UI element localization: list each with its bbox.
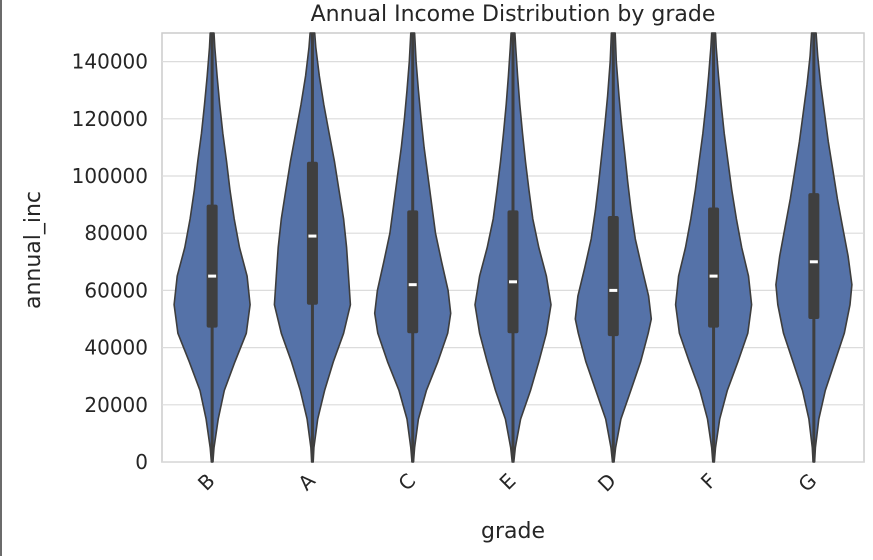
x-tick-label-G: G [793,469,821,497]
iqr-box-D [607,216,619,337]
y-tick-label: 60000 [84,278,148,302]
iqr-box-C [407,210,419,334]
iqr-box-G [808,193,820,319]
x-axis-label: grade [481,519,545,544]
chart-title: Annual Income Distribution by grade [311,2,716,27]
x-tick-label-E: E [495,469,521,495]
y-tick-label: 120000 [72,107,148,131]
y-tick-label: 0 [135,450,148,474]
violins [173,32,853,463]
iqr-box-B [206,204,218,328]
x-tick-label-F: F [696,469,721,494]
x-tick-label-A: A [293,468,320,495]
iqr-box-E [507,210,519,334]
y-axis-label: annual_inc [21,191,46,309]
y-tick-label: 140000 [72,50,148,74]
x-tick-label-C: C [393,469,420,496]
y-tick-label: 100000 [72,164,148,188]
y-tick-label: 80000 [84,221,148,245]
x-tick-label-B: B [193,469,220,496]
x-tick-label-D: D [593,469,621,497]
y-tick-label: 20000 [84,393,148,417]
iqr-box-F [708,207,720,328]
iqr-box-A [306,161,318,305]
y-tick-labels: 0 20000 40000 60000 80000 100000 120000 140000 [72,50,148,474]
y-tick-label: 40000 [84,336,148,360]
